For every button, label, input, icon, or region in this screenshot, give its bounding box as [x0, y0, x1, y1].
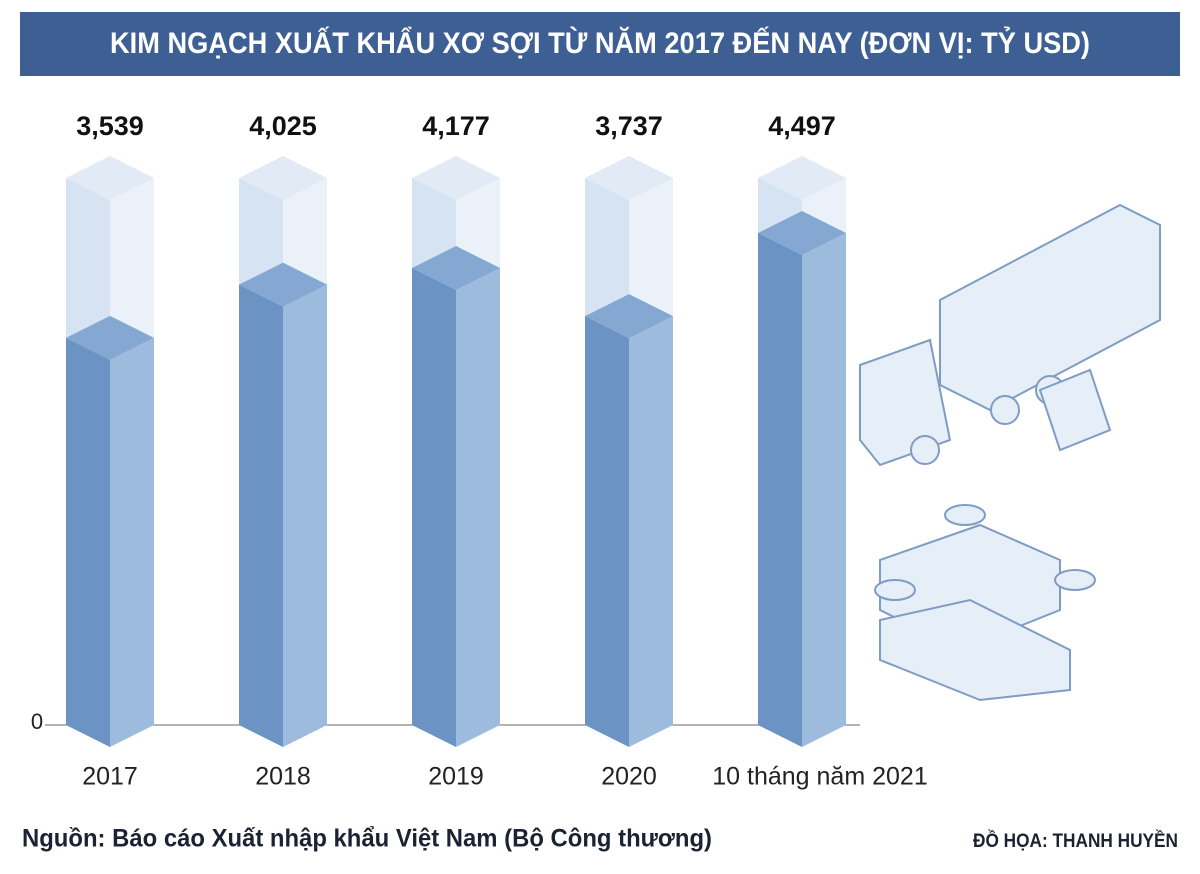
bar-face — [802, 233, 846, 747]
bar-face — [66, 337, 110, 747]
illustration — [859, 203, 1161, 702]
x-tick-label: 2017 — [82, 763, 138, 791]
bar-face — [758, 233, 802, 747]
source-note: Nguồn: Báo cáo Xuất nhập khẩu Việt Nam (… — [22, 825, 712, 853]
value-label: 3,539 — [76, 111, 144, 141]
value-label: 4,025 — [249, 111, 317, 141]
bar-face — [412, 246, 500, 291]
credit: ĐỒ HỌA: THANH HUYỀN — [973, 830, 1178, 852]
bar-background-face — [585, 156, 673, 200]
value-label: 4,497 — [768, 111, 836, 141]
x-tick-label: 2020 — [601, 763, 657, 791]
x-tick-label: 2019 — [428, 763, 484, 791]
bar-face — [239, 284, 283, 747]
title-banner — [20, 12, 1180, 76]
chart-title: KIM NGẠCH XUẤT KHẨU XƠ SỢI TỪ NĂM 2017 Đ… — [110, 26, 1090, 60]
bar — [585, 294, 673, 747]
bar-face — [629, 316, 673, 747]
bar — [66, 315, 154, 747]
value-label: 4,177 — [422, 111, 490, 141]
bar-face — [585, 316, 629, 747]
bar-face — [412, 268, 456, 747]
value-label: 3,737 — [595, 111, 663, 141]
bar-face — [66, 315, 154, 360]
bar — [758, 211, 846, 747]
bar-face — [758, 211, 846, 256]
bar-face — [585, 294, 673, 339]
bar-face — [239, 262, 327, 307]
bar — [412, 246, 500, 747]
bar-background-face — [66, 156, 154, 200]
bar-face — [456, 268, 500, 747]
x-tick-label: 2018 — [255, 763, 311, 791]
y-tick-label: 0 — [31, 709, 43, 734]
bar-face — [110, 337, 154, 747]
bar-background-face — [412, 156, 500, 200]
bar — [239, 262, 327, 747]
x-tick-label: 10 tháng năm 2021 — [712, 763, 927, 791]
bar-background-face — [239, 156, 327, 200]
bar-face — [283, 284, 327, 747]
bar-background-face — [758, 156, 846, 200]
